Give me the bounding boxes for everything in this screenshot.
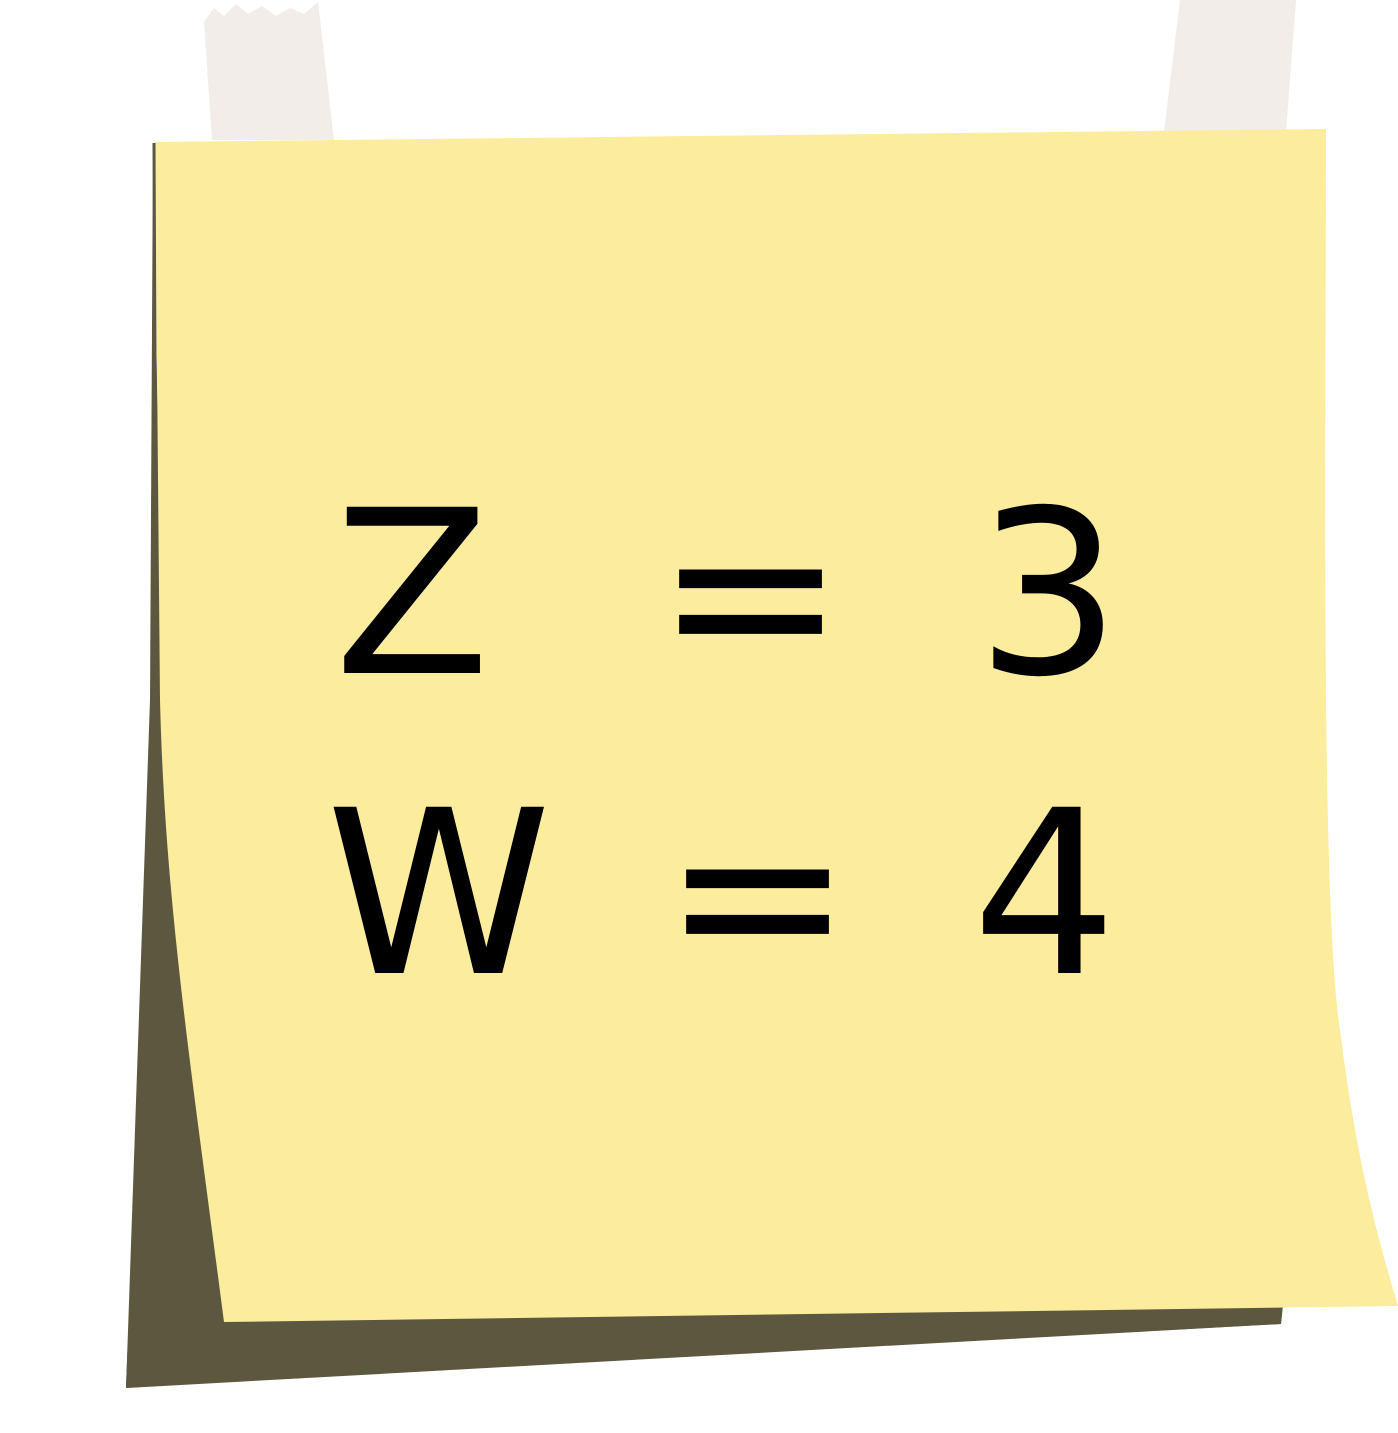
note-left-edge bbox=[152, 142, 158, 561]
sticky-note-sheet bbox=[155, 129, 1398, 1322]
right-tape bbox=[1164, 0, 1296, 132]
left-tape bbox=[204, 2, 334, 140]
